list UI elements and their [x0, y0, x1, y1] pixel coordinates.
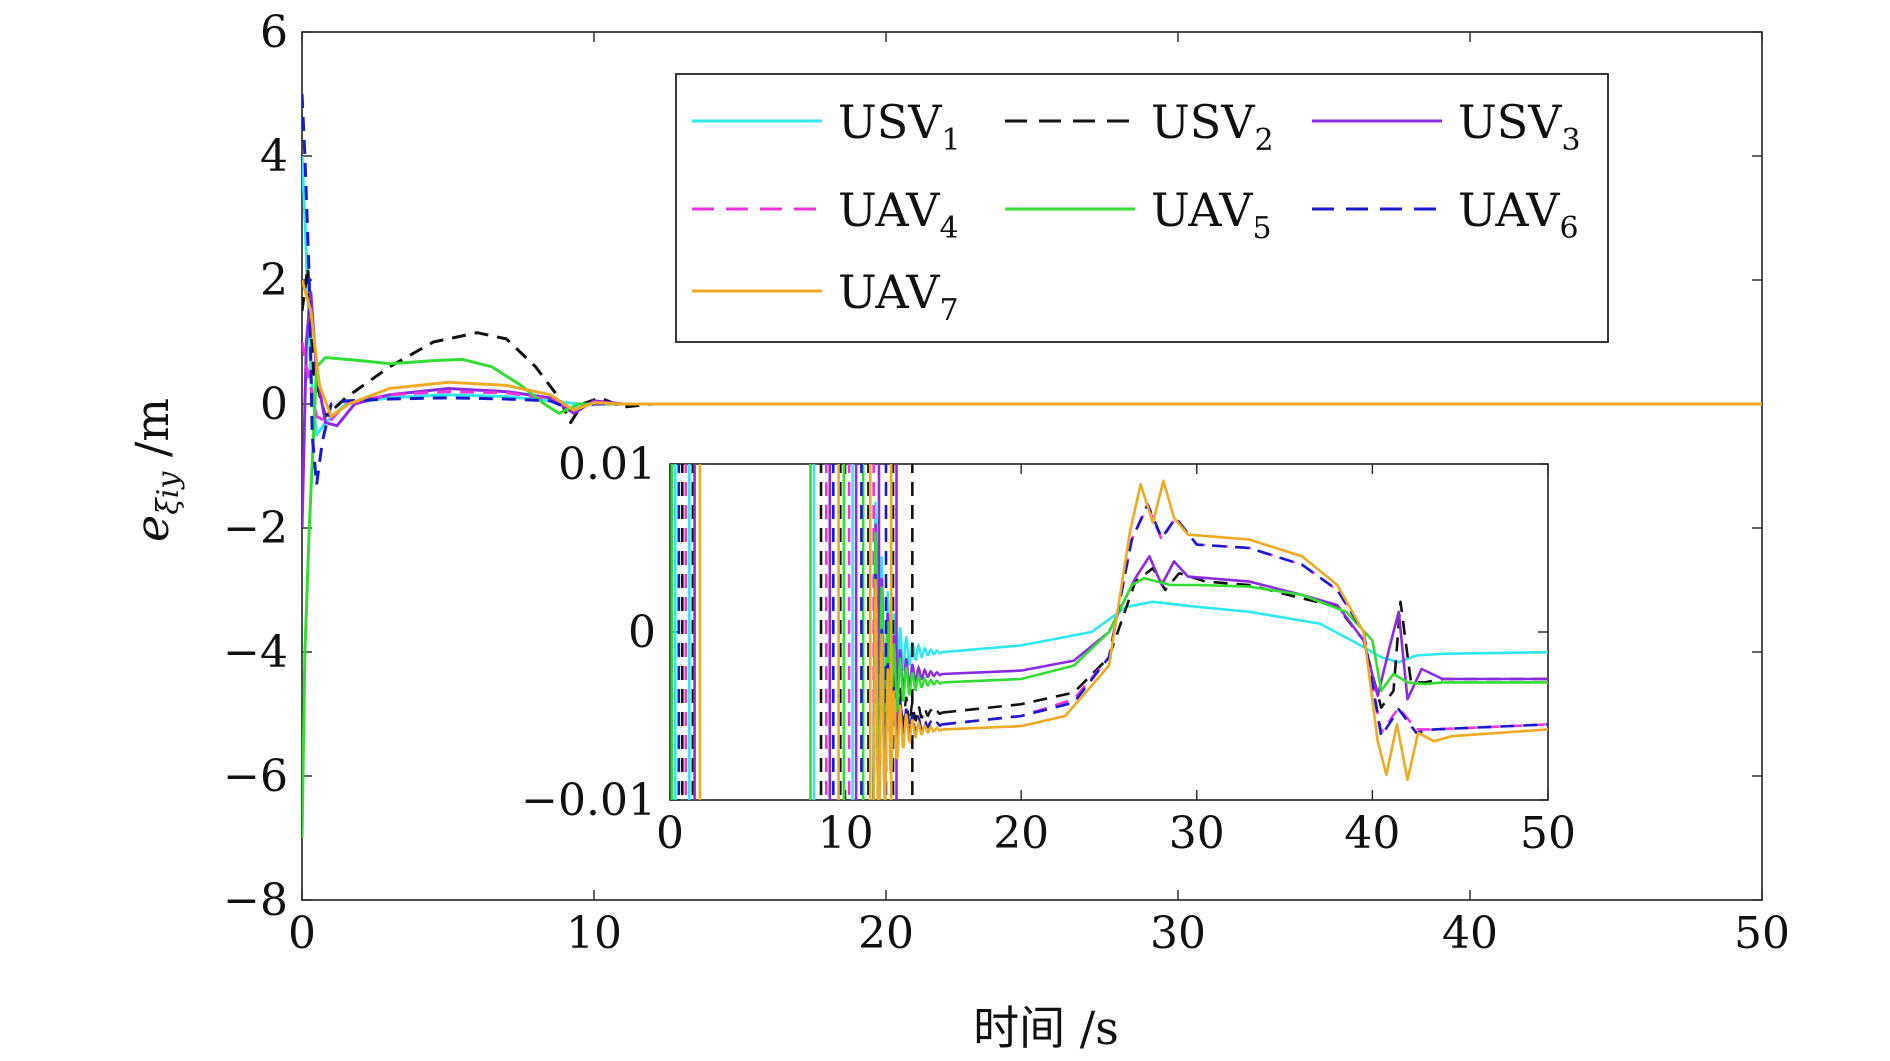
inset-x-tick-label: 50	[1520, 808, 1576, 859]
inset-transient-group	[670, 464, 944, 800]
y-axis-label: eξiy /m	[125, 398, 186, 542]
inset-x-tick-label: 10	[818, 808, 874, 859]
inset-x-tick-label: 30	[1169, 808, 1225, 859]
inset-x-tick-label: 0	[656, 808, 684, 859]
legend-label-base: UAV	[838, 265, 940, 319]
main-x-tick-label: 50	[1734, 908, 1790, 959]
legend-label-base: UAV	[838, 183, 940, 237]
legend-label-sub: 5	[1253, 211, 1272, 246]
legend-label-base: USV	[1458, 95, 1562, 149]
main-y-tick-label: −2	[223, 503, 288, 554]
legend-label-usv1: USV1	[838, 95, 961, 158]
inset-y-tick-label: 0	[628, 607, 656, 658]
legend-label-sub: 3	[1562, 123, 1581, 158]
main-x-tick-label: 20	[858, 908, 914, 959]
main-x-tick-label: 10	[566, 908, 622, 959]
y-axis-label-base: e	[125, 515, 179, 542]
inset-series-group	[942, 479, 1548, 782]
main-series-line-uav6	[302, 93, 1762, 487]
inset-x-tick-label: 40	[1344, 808, 1400, 859]
main-series-line-uav7	[302, 279, 1762, 418]
inset-series-line-usv1	[942, 600, 1548, 664]
legend-label-sub: 1	[942, 123, 961, 158]
main-x-tick-label: 40	[1442, 908, 1498, 959]
y-axis-label-unit: /m	[125, 398, 179, 472]
main-y-tick-label: 4	[260, 131, 288, 182]
legend-label-usv3: USV3	[1458, 95, 1581, 158]
inset-series-line-uav7	[942, 479, 1548, 782]
main-x-tick-label: 30	[1150, 908, 1206, 959]
y-axis-label-sub: ξiy	[151, 471, 186, 515]
inset-y-tick-label: 0.01	[558, 439, 656, 490]
legend-label-sub: 7	[940, 293, 959, 328]
inset-y-tick-label: −0.01	[521, 775, 656, 826]
legend-label-base: UAV	[1458, 183, 1560, 237]
legend-label-uav5: UAV5	[1151, 183, 1272, 246]
legend-box	[675, 73, 1609, 343]
legend-label-uav4: UAV4	[838, 183, 959, 246]
legend-label-base: USV	[1151, 95, 1255, 149]
legend-label-uav7: UAV7	[838, 265, 959, 328]
legend-label-sub: 4	[940, 211, 959, 246]
legend-label-base: USV	[838, 95, 942, 149]
main-y-tick-label: 2	[260, 255, 288, 306]
legend-label-usv2: USV2	[1151, 95, 1274, 158]
main-y-tick-label: 0	[260, 379, 288, 430]
x-axis-label: 时间 /s	[973, 1001, 1119, 1055]
main-x-tick-label: 0	[288, 908, 316, 959]
inset-series-line-uav6	[942, 503, 1548, 738]
legend-label-sub: 2	[1255, 123, 1274, 158]
main-y-tick-label: 6	[260, 7, 288, 58]
main-y-tick-label: −6	[223, 751, 288, 802]
legend-label-sub: 6	[1560, 211, 1579, 246]
y-axis-label-text: eξiy /m	[125, 398, 186, 542]
main-y-tick-label: −8	[223, 875, 288, 926]
main-y-tick-label: −4	[223, 627, 288, 678]
legend-label-base: UAV	[1151, 183, 1253, 237]
legend-label-uav6: UAV6	[1458, 183, 1579, 246]
inset-damped-oscillation-uav7	[872, 578, 944, 800]
main-series-group	[302, 93, 1762, 839]
inset-x-tick-label: 20	[993, 808, 1049, 859]
inset-series-line-uav5	[942, 576, 1548, 693]
